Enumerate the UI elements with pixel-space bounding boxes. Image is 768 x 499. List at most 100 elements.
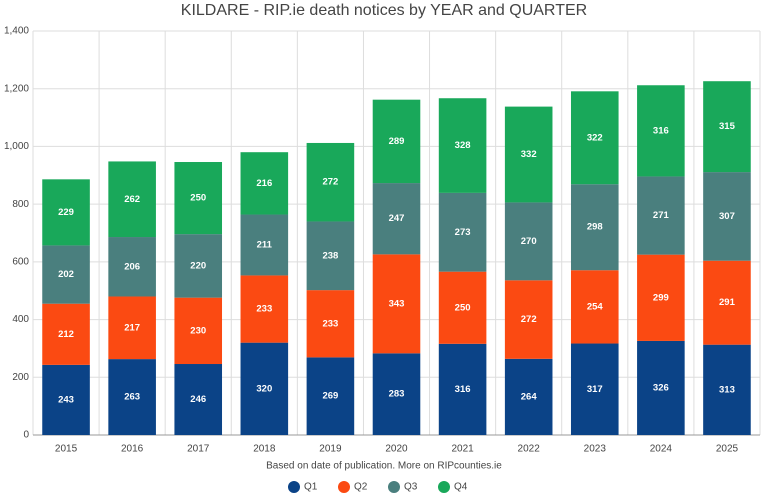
bar-segment	[570, 343, 619, 435]
value-label: 250	[190, 193, 206, 204]
value-label: 316	[653, 125, 669, 136]
bar-segment	[637, 340, 685, 435]
value-label: 313	[719, 384, 735, 395]
bar-segment	[42, 245, 90, 304]
y-tick-label: 0	[23, 430, 29, 441]
bar-segment	[174, 234, 223, 298]
bar-segment	[240, 275, 289, 343]
x-tick-label: 2016	[121, 444, 144, 455]
value-label: 307	[719, 211, 735, 222]
bar-segment	[504, 202, 553, 281]
bar-segment	[240, 214, 289, 276]
bar-segment	[306, 357, 355, 435]
value-label: 326	[653, 382, 669, 393]
bar-segment	[703, 172, 751, 261]
value-label: 250	[455, 302, 471, 313]
legend-label: Q4	[454, 482, 468, 493]
x-tick-label: 2023	[584, 444, 607, 455]
value-label: 271	[653, 210, 670, 221]
value-label: 212	[58, 329, 74, 340]
bar-segment	[438, 98, 487, 193]
chart-title: KILDARE - RIP.ie death notices by YEAR a…	[181, 2, 587, 19]
value-label: 243	[58, 394, 74, 405]
bar-segment	[570, 270, 619, 344]
bar-segment	[306, 142, 355, 222]
legend-label: Q3	[404, 482, 418, 493]
legend-label: Q1	[304, 482, 318, 493]
y-tick-label: 800	[12, 199, 29, 210]
value-label: 202	[58, 269, 74, 280]
value-label: 317	[587, 384, 603, 395]
bar-segment	[570, 91, 619, 185]
bar-segment	[438, 192, 487, 272]
x-tick-label: 2025	[716, 444, 739, 455]
value-label: 299	[653, 292, 669, 303]
value-label: 269	[322, 391, 338, 402]
x-tick-label: 2019	[319, 444, 342, 455]
bar-segment	[42, 179, 90, 246]
value-label: 247	[389, 213, 405, 224]
value-label: 322	[587, 132, 603, 143]
bar-segment	[637, 176, 685, 255]
bar-segment	[637, 254, 685, 341]
value-label: 233	[256, 304, 272, 315]
bar-segment	[174, 162, 223, 235]
value-label: 315	[719, 121, 736, 132]
bar-segment	[438, 271, 487, 344]
value-label: 298	[587, 222, 603, 233]
bar-segment	[703, 81, 751, 173]
bar-segment	[108, 161, 156, 238]
y-tick-label: 400	[12, 314, 29, 325]
bar-segment	[306, 221, 355, 291]
bar-segment	[637, 85, 685, 177]
x-tick-label: 2017	[187, 444, 210, 455]
value-label: 220	[190, 260, 206, 271]
bar-segment	[372, 99, 421, 184]
bar-segment	[504, 358, 553, 435]
x-tick-label: 2020	[385, 444, 408, 455]
bar-segment	[108, 296, 156, 360]
value-label: 263	[124, 392, 140, 403]
chart-subtitle: Based on date of publication. More on RI…	[266, 461, 502, 472]
y-tick-label: 200	[12, 372, 29, 383]
x-tick-label: 2024	[650, 444, 673, 455]
legend-marker	[288, 481, 300, 493]
bar-segment	[306, 290, 355, 358]
y-tick-label: 1,200	[4, 83, 29, 94]
bar-segment	[438, 343, 487, 435]
bar-segment	[42, 303, 90, 365]
bar-segment	[570, 184, 619, 271]
value-label: 262	[124, 194, 140, 205]
value-label: 270	[521, 236, 537, 247]
legend-marker	[388, 481, 400, 493]
value-label: 291	[719, 297, 736, 308]
bar-segment	[108, 237, 156, 297]
value-label: 289	[389, 136, 405, 147]
value-label: 233	[322, 318, 338, 329]
value-label: 283	[389, 389, 405, 400]
y-tick-label: 1,400	[4, 26, 29, 37]
value-label: 206	[124, 261, 140, 272]
value-label: 272	[322, 177, 338, 188]
value-label: 217	[124, 322, 140, 333]
legend-marker	[438, 481, 450, 493]
bar-segment	[42, 364, 90, 435]
x-tick-label: 2015	[55, 444, 78, 455]
bar-segment	[108, 359, 156, 435]
value-label: 328	[455, 140, 471, 151]
bar-segment	[372, 183, 421, 255]
value-label: 343	[389, 298, 405, 309]
value-label: 316	[455, 384, 471, 395]
value-label: 211	[257, 239, 273, 250]
x-tick-label: 2021	[451, 444, 474, 455]
value-label: 254	[587, 301, 604, 312]
y-tick-label: 600	[12, 256, 29, 267]
value-label: 238	[322, 250, 338, 261]
bar-segment	[372, 254, 421, 354]
bar-segment	[240, 342, 289, 435]
x-tick-label: 2018	[253, 444, 276, 455]
value-label: 229	[58, 207, 74, 218]
bar-segment	[174, 297, 223, 365]
bar-segment	[703, 260, 751, 345]
